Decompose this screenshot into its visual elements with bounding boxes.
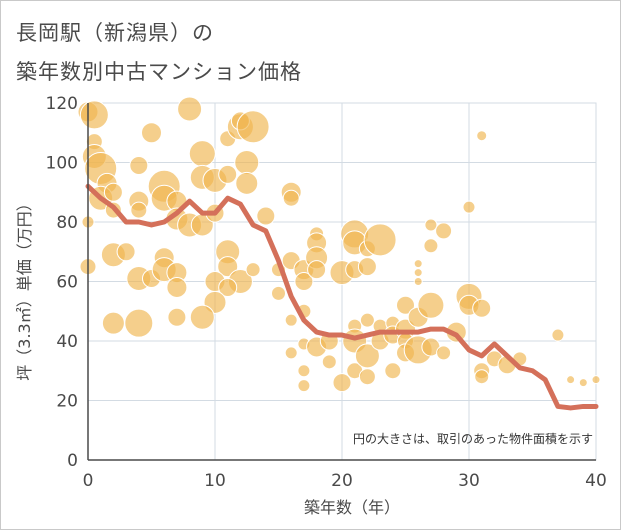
bubble-point	[358, 368, 376, 386]
bubble-point	[591, 375, 601, 385]
trend-line	[85, 183, 599, 411]
bubble-point	[236, 110, 270, 144]
bubble-point	[566, 375, 576, 385]
bubble-point	[284, 313, 298, 327]
bubble-point	[103, 182, 123, 202]
bubble-point	[297, 379, 311, 393]
bubble-point	[307, 260, 327, 280]
y-tick-label: 120	[46, 94, 78, 114]
bubble-point	[297, 364, 311, 378]
y-axis-label: 坪（3.3㎡）単価（万円）	[15, 195, 34, 380]
x-tick-label: 30	[458, 471, 480, 491]
y-tick-label: 80	[56, 213, 78, 233]
y-tick-label: 0	[67, 451, 78, 471]
bubble-point	[217, 256, 239, 278]
bubble-point	[472, 298, 492, 318]
bubble-point	[166, 276, 188, 298]
bubble-point	[476, 130, 488, 142]
bubble-point	[384, 362, 402, 380]
bubble-point	[413, 268, 423, 278]
bubble-point	[116, 242, 136, 262]
bubble-point	[256, 206, 276, 226]
bubble-point	[124, 308, 154, 338]
bubble-point	[129, 155, 149, 175]
y-tick-label: 20	[56, 392, 78, 412]
bubble-point	[354, 343, 380, 369]
bubble-point	[436, 345, 452, 361]
axes-layer: 0 20 40 60 80 100 120 0 10 20 30 40	[46, 94, 607, 491]
bubble-point	[332, 373, 352, 393]
bubble-point	[551, 328, 565, 342]
chart-title-line2: 築年数別中古マンション価格	[16, 60, 302, 84]
x-tick-label: 40	[585, 471, 607, 491]
bubble-point	[130, 201, 148, 219]
bubble-point	[218, 277, 238, 297]
bubble-point	[189, 304, 215, 330]
bubble-point	[413, 259, 423, 269]
bubble-point	[363, 223, 397, 257]
bubble-point	[321, 354, 337, 370]
bubble-point	[235, 171, 259, 195]
bubble-point	[417, 291, 445, 319]
bubble-point	[245, 262, 261, 278]
bubble-point	[218, 164, 238, 184]
bubble-point	[578, 378, 588, 388]
bubble-point	[282, 189, 300, 207]
bubble-point	[359, 312, 375, 328]
x-tick-label: 10	[204, 471, 226, 491]
bubble-point	[357, 257, 377, 277]
bubble-point	[101, 311, 125, 335]
chart-title-line1: 長岡駅（新潟県）の	[16, 21, 214, 45]
bubble-point	[188, 140, 216, 168]
bubble-point	[462, 200, 476, 214]
bubble-point	[396, 295, 415, 315]
bubble-point	[79, 100, 109, 130]
bubble-point	[424, 218, 438, 232]
y-tick-label: 60	[56, 273, 78, 293]
bubble-point	[177, 96, 203, 122]
x-tick-label: 0	[83, 471, 94, 491]
bubble-point	[413, 277, 423, 286]
bubble-point	[271, 285, 286, 301]
bubble-point	[234, 150, 260, 175]
bubble-point	[167, 307, 187, 327]
chart-annotation: 円の大きさは、取引のあった物件面積を示す	[353, 431, 593, 446]
trend-line-layer	[85, 183, 599, 411]
bubble-point	[423, 238, 439, 254]
x-tick-label: 20	[331, 471, 353, 491]
bubble-point	[435, 222, 453, 240]
bubble-point	[474, 369, 490, 385]
y-tick-label: 40	[56, 332, 78, 352]
bubble-layer	[77, 96, 601, 393]
bubble-point	[284, 346, 298, 360]
x-axis-label: 築年数（年）	[304, 498, 400, 517]
bubble-point	[141, 122, 162, 144]
y-tick-label: 100	[46, 154, 78, 174]
bubble-point	[294, 272, 314, 291]
